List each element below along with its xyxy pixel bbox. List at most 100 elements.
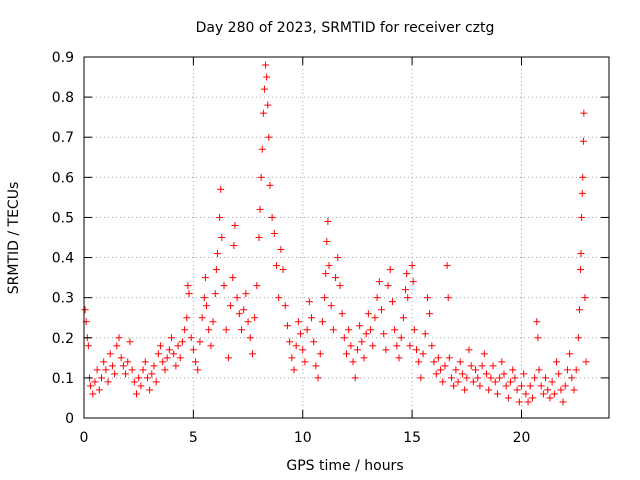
data-point [135,374,143,382]
y-tick-label: 0.2 [52,331,74,347]
data-point [264,101,272,109]
data-point [325,262,333,270]
data-point [454,378,462,386]
data-point [263,73,271,81]
data-point [463,374,471,382]
data-point [345,326,353,334]
data-point [270,229,278,237]
data-point [397,334,405,342]
data-point [89,390,97,398]
data-point [332,274,340,282]
data-point [329,326,337,334]
data-point [559,398,567,406]
data-point [410,326,418,334]
data-point [528,394,536,402]
data-point [277,246,285,254]
data-point [535,366,543,374]
data-point [409,278,417,286]
data-point [450,382,458,390]
data-point [265,133,273,141]
data-point [402,286,410,294]
data-point [108,362,116,370]
data-point [574,334,582,342]
data-point [148,370,156,378]
data-points [81,61,590,406]
data-point [395,354,403,362]
data-point [478,362,486,370]
data-point [579,137,587,145]
data-point [292,342,300,350]
data-point [119,362,127,370]
x-tick-label: 15 [403,430,421,446]
data-point [185,290,193,298]
data-point [419,350,427,358]
x-axis-label: GPS time / hours [286,458,403,474]
data-point [441,362,449,370]
data-point [550,390,558,398]
data-point [299,346,307,354]
data-point [259,109,267,117]
data-point [152,378,160,386]
data-point [456,358,464,366]
data-point [286,338,294,346]
chart-title: Day 280 of 2023, SRMTID for receiver czt… [196,20,495,36]
data-point [217,185,225,193]
data-point [203,302,210,310]
x-tick-label: 5 [189,430,198,446]
data-point [192,358,200,366]
data-point [183,314,191,322]
data-point [432,370,440,378]
data-point [198,314,206,322]
data-point [485,386,493,394]
data-point [161,366,169,374]
plot-frame [83,56,610,419]
data-point [360,354,368,362]
y-tick-label: 0.1 [52,371,74,387]
data-point [413,346,420,354]
data-point [117,354,125,362]
data-point [251,314,259,322]
data-point [504,394,512,402]
data-point [474,374,482,382]
y-axis-label: SRMTID / TECUs [6,182,22,295]
data-point [91,378,99,386]
data-point [98,374,105,382]
data-point [275,294,283,302]
data-point [143,374,151,382]
data-point [230,242,238,250]
data-point [130,378,138,386]
data-point [273,262,280,270]
data-point [212,266,220,274]
data-point [533,318,541,326]
data-point [323,238,331,246]
data-point [181,326,189,334]
data-point [408,262,416,270]
data-point [382,346,390,354]
data-point [318,318,326,326]
data-point [100,358,108,366]
data-point [502,382,510,390]
data-point [260,85,268,93]
data-point [165,346,173,354]
data-point [178,338,186,346]
data-point [358,338,366,346]
data-point [290,366,298,374]
data-point [483,370,490,378]
data-point [423,294,431,302]
data-point [445,354,453,362]
data-point [391,326,399,334]
data-point [581,294,589,302]
data-point [146,386,154,394]
data-point [213,250,221,258]
data-point [224,354,232,362]
data-point [555,370,563,378]
data-point [491,378,499,386]
data-point [283,322,291,330]
data-point [87,382,95,390]
data-point [448,374,455,382]
data-point [338,310,346,318]
data-point [137,382,145,390]
data-point [207,342,215,350]
data-point [294,318,302,326]
data-point [388,298,396,306]
